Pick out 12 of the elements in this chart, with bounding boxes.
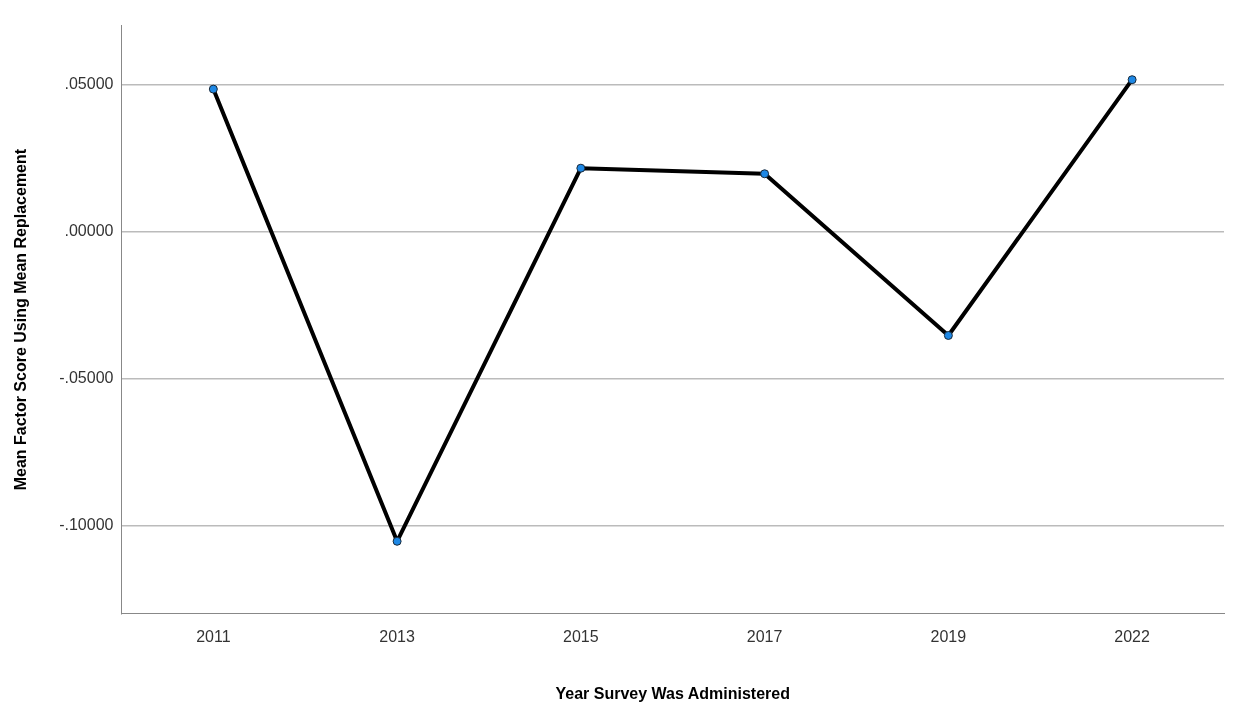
- y-axis-title: Mean Factor Score Using Mean Replacement: [12, 148, 30, 491]
- x-tick-label: 2017: [746, 627, 783, 645]
- x-tick-label: 2015: [563, 627, 599, 645]
- y-tick-label: .00000: [64, 221, 114, 239]
- x-tick-label: 2019: [930, 627, 967, 645]
- x-tick-label: 2022: [1114, 627, 1151, 645]
- y-tick-label: -.05000: [59, 368, 114, 386]
- y-tick-label: .05000: [64, 74, 114, 92]
- x-tick-label: 2013: [379, 627, 415, 645]
- x-axis-title: Year Survey Was Administered: [555, 684, 790, 702]
- x-tick-label: 2011: [196, 627, 231, 645]
- y-tick-label: -.10000: [59, 515, 114, 533]
